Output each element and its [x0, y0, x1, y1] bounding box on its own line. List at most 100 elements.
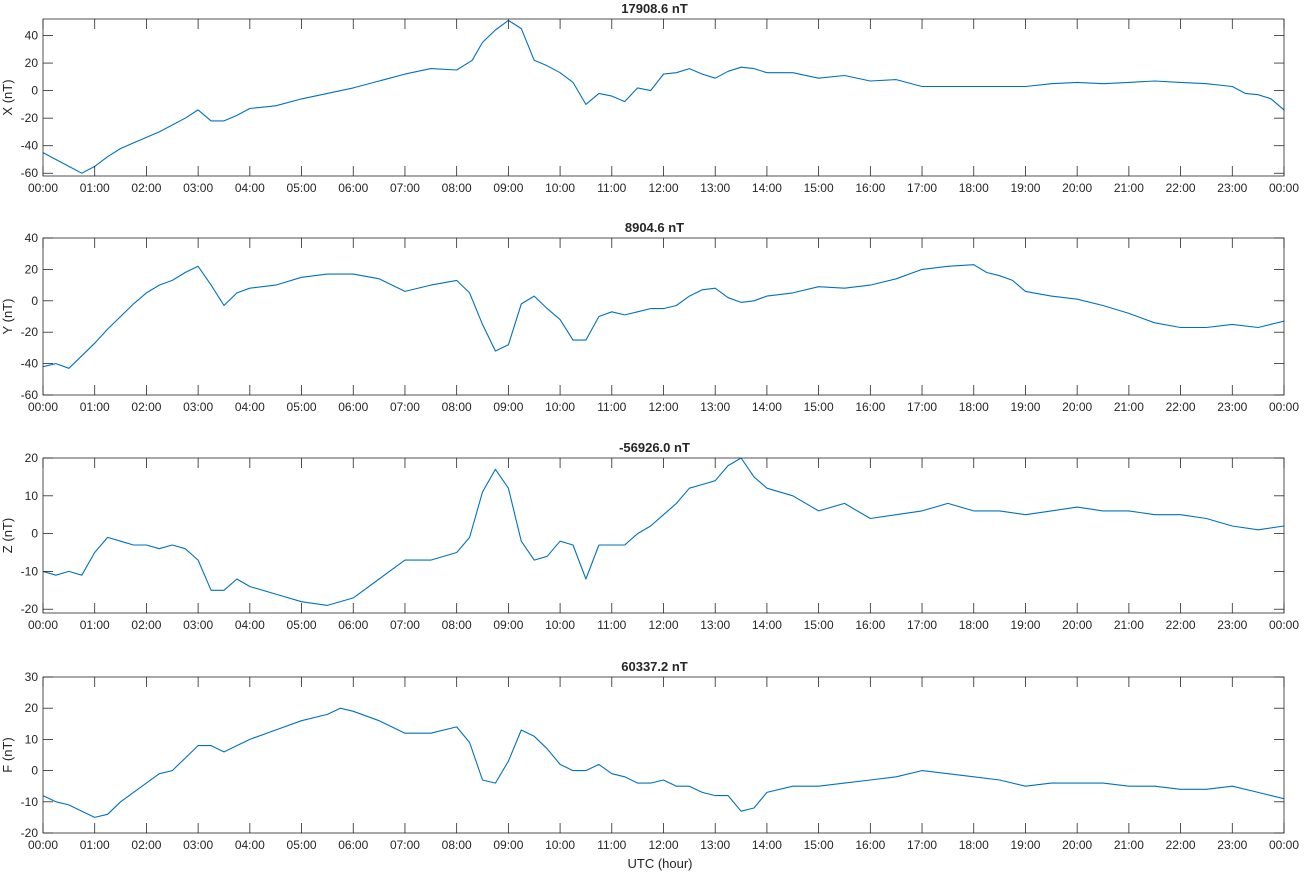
- y-tick-label: -20: [21, 826, 39, 840]
- x-tick-label: 13:00: [700, 838, 730, 852]
- x-tick-label: 15:00: [804, 400, 834, 414]
- x-tick-label: 18:00: [959, 400, 989, 414]
- y-axis-label: Y (nT): [0, 299, 15, 335]
- x-tick-label: 11:00: [597, 181, 626, 195]
- axes-box: [42, 18, 1285, 177]
- x-tick-label: 12:00: [648, 618, 678, 632]
- x-tick-label: 02:00: [131, 181, 161, 195]
- y-tick-label: 20: [25, 56, 39, 70]
- x-tick-label: 04:00: [235, 181, 265, 195]
- x-tick-label: 13:00: [700, 400, 730, 414]
- y-tick-label: -10: [21, 795, 39, 809]
- series-line: [43, 458, 1284, 606]
- x-tick-label: 00:00: [28, 400, 58, 414]
- x-tick-label: 14:00: [752, 618, 782, 632]
- x-tick-label: 00:00: [1269, 181, 1299, 195]
- x-tick-label: 18:00: [959, 838, 989, 852]
- x-tick-label: 05:00: [287, 400, 317, 414]
- x-tick-label: 05:00: [287, 838, 317, 852]
- x-tick-label: 01:00: [80, 618, 110, 632]
- x-tick-label: 12:00: [648, 400, 678, 414]
- x-tick-label: 20:00: [1062, 181, 1092, 195]
- x-tick-label: 14:00: [752, 838, 782, 852]
- y-tick-label: 20: [25, 262, 39, 276]
- axes-box: [42, 237, 1285, 396]
- x-tick-label: 19:00: [1010, 181, 1040, 195]
- x-tick-label: 08:00: [442, 181, 472, 195]
- x-tick-label: 14:00: [752, 181, 782, 195]
- x-tick-label: 13:00: [700, 181, 730, 195]
- y-axis-label: Z (nT): [0, 518, 15, 553]
- x-tick-label: 23:00: [1217, 181, 1247, 195]
- x-tick-label: 22:00: [1166, 618, 1196, 632]
- subplot-x: 00:00 01:00 02:00 03:00 04:00 05:00 06:00 07:00…: [0, 1, 1299, 195]
- subplot-title: 17908.6 nT: [621, 1, 688, 16]
- x-tick-label: 21:00: [1114, 181, 1144, 195]
- x-tick-label: 05:00: [287, 181, 317, 195]
- subplot-f: 00:00 01:00 02:00 03:00 04:00 05:00 06:00 07:00…: [0, 659, 1299, 852]
- y-tick-label: 10: [25, 732, 39, 746]
- x-tick-label: 11:00: [597, 618, 626, 632]
- x-tick-label: 20:00: [1062, 400, 1092, 414]
- x-tick-label: 04:00: [235, 838, 265, 852]
- x-tick-label: 16:00: [855, 618, 885, 632]
- subplot-title: 8904.6 nT: [625, 220, 684, 235]
- x-tick-label: 09:00: [493, 400, 523, 414]
- y-tick-label: 20: [25, 701, 39, 715]
- y-tick-label: 0: [31, 84, 38, 98]
- x-tick-label: 09:00: [493, 618, 523, 632]
- x-tick-label: 19:00: [1010, 618, 1040, 632]
- x-tick-label: 11:00: [597, 838, 626, 852]
- series-line: [43, 707, 1284, 818]
- y-tick-label: 0: [31, 527, 38, 541]
- y-tick-label: 0: [31, 764, 38, 778]
- y-tick-label: -60: [21, 166, 39, 180]
- x-tick-label: 19:00: [1010, 838, 1040, 852]
- x-tick-label: 15:00: [804, 618, 834, 632]
- x-tick-label: 07:00: [390, 838, 420, 852]
- x-tick-label: 15:00: [804, 838, 834, 852]
- x-tick-label: 06:00: [338, 838, 368, 852]
- x-tick-label: 11:00: [597, 400, 626, 414]
- y-tick-label: -20: [21, 325, 39, 339]
- x-tick-label: 03:00: [183, 618, 213, 632]
- axes-box: [42, 676, 1285, 834]
- x-tick-label: 16:00: [855, 181, 885, 195]
- y-tick-label: 30: [25, 670, 39, 684]
- x-tick-label: 04:00: [235, 400, 265, 414]
- y-tick-label: 10: [25, 489, 39, 503]
- y-tick-label: -60: [21, 388, 39, 402]
- y-axis-label: X (nT): [0, 79, 15, 115]
- x-tick-label: 22:00: [1166, 838, 1196, 852]
- x-tick-label: 12:00: [648, 181, 678, 195]
- x-tick-label: 07:00: [390, 618, 420, 632]
- y-tick-label: 0: [31, 294, 38, 308]
- x-tick-label: 23:00: [1217, 838, 1247, 852]
- x-tick-label: 16:00: [855, 838, 885, 852]
- x-tick-label: 10:00: [545, 400, 575, 414]
- x-tick-label: 03:00: [183, 838, 213, 852]
- x-tick-label: 02:00: [131, 618, 161, 632]
- x-tick-label: 18:00: [959, 618, 989, 632]
- x-tick-label: 08:00: [442, 838, 472, 852]
- x-tick-label: 15:00: [804, 181, 834, 195]
- x-tick-label: 22:00: [1166, 400, 1196, 414]
- x-tick-label: 17:00: [907, 618, 937, 632]
- x-tick-label: 09:00: [493, 838, 523, 852]
- x-tick-label: 17:00: [907, 181, 937, 195]
- x-tick-label: 08:00: [442, 618, 472, 632]
- x-tick-label: 14:00: [752, 400, 782, 414]
- y-tick-label: -40: [21, 357, 39, 371]
- x-tick-label: 23:00: [1217, 618, 1247, 632]
- x-tick-label: 13:00: [700, 618, 730, 632]
- y-tick-label: -40: [21, 139, 39, 153]
- subplot-y: 00:00 01:00 02:00 03:00 04:00 05:00 06:00 07:00…: [0, 220, 1299, 414]
- x-tick-label: 21:00: [1114, 618, 1144, 632]
- y-tick-label: 20: [25, 451, 39, 465]
- x-tick-label: 09:00: [493, 181, 523, 195]
- x-tick-label: 01:00: [80, 400, 110, 414]
- x-tick-label: 18:00: [959, 181, 989, 195]
- x-tick-label: 20:00: [1062, 618, 1092, 632]
- y-tick-label: -20: [21, 111, 39, 125]
- x-tick-label: 03:00: [183, 181, 213, 195]
